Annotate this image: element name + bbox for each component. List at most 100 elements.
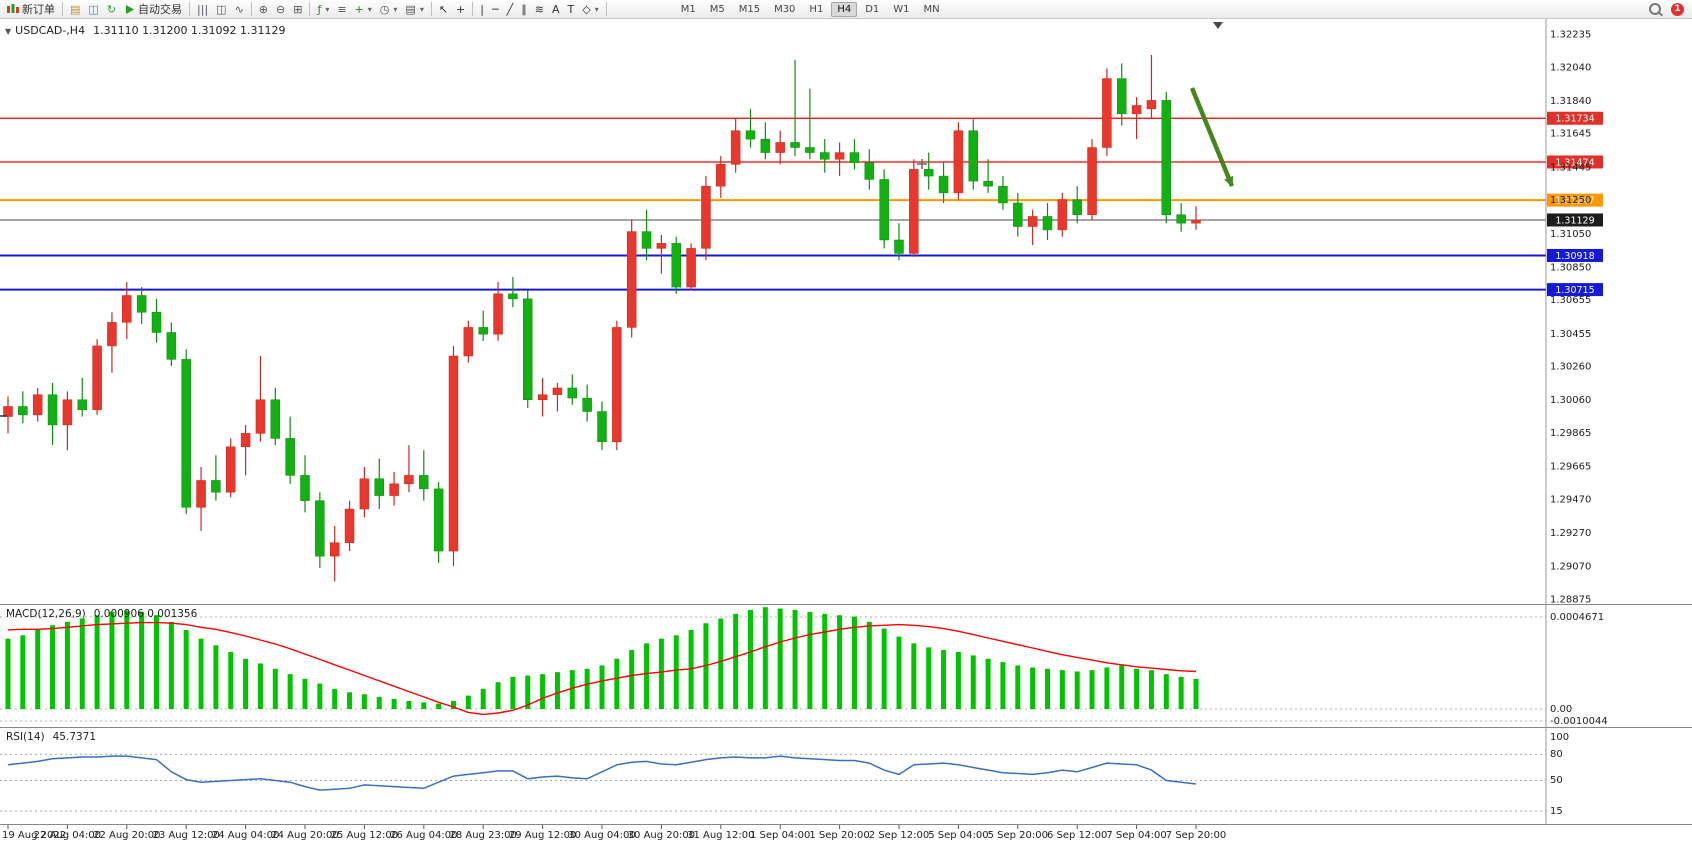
price-badge	[1547, 193, 1603, 207]
candle	[77, 399, 87, 411]
chart-menu-arrow-icon[interactable]: ▼	[5, 27, 12, 36]
candle	[537, 394, 548, 400]
candlestick-type-button[interactable]: ◫	[212, 1, 230, 18]
candlestick-type-icon: ◫	[216, 2, 227, 16]
horizontal-line-button[interactable]: ─	[488, 1, 503, 18]
vertical-line-icon: |	[480, 2, 484, 16]
macd-bar	[109, 611, 115, 709]
charts-profile-button[interactable]: ▤	[66, 1, 84, 18]
macd-bar	[658, 638, 664, 709]
macd-bar	[139, 611, 145, 709]
macd-bar	[510, 676, 516, 709]
candle	[359, 478, 370, 510]
price-badge-label: 1.31247	[1555, 196, 1594, 207]
candle	[211, 480, 221, 493]
price-axis-label: 1.32040	[1550, 62, 1591, 73]
fibonacci-button[interactable]: ≋	[531, 1, 548, 18]
refresh-button[interactable]: ↻	[103, 1, 120, 18]
rsi-value-label: 45.7371	[52, 731, 97, 743]
time-axis-label: 24 Aug 04:00	[212, 830, 279, 841]
macd-bar	[673, 635, 679, 709]
vertical-line-button[interactable]: |	[476, 1, 488, 18]
channel-icon: ∥	[521, 2, 527, 16]
timeframe-m15-button[interactable]: M15	[738, 3, 761, 15]
line-chart-type-icon: ∿	[234, 2, 244, 16]
dropdown-caret-icon: ▾	[594, 4, 599, 14]
candle	[968, 130, 978, 182]
bar-chart-type-icon: |||	[197, 2, 209, 16]
time-axis-label: 29 Aug 12:00	[509, 830, 576, 841]
timeframe-h4-button[interactable]: H4	[831, 1, 858, 17]
candle	[1027, 216, 1038, 227]
macd-bar	[822, 613, 828, 709]
price-axis-label: 1.30655	[1550, 295, 1591, 306]
trendline-button[interactable]: ╱	[503, 1, 518, 18]
macd-bar	[614, 658, 620, 709]
autotrading-button[interactable]: 自动交易	[120, 1, 186, 18]
timeframe-mn-button[interactable]: MN	[923, 3, 940, 15]
timeframe-h1-button[interactable]: H1	[809, 3, 824, 15]
timeframe-d1-button[interactable]: D1	[865, 3, 880, 15]
cursor-button[interactable]: ↖	[435, 1, 452, 18]
zoom-out-button[interactable]: ⊖	[272, 1, 289, 18]
price-badge-label: 1.31474	[1555, 157, 1594, 168]
macd-bar	[1119, 665, 1125, 709]
macd-bar	[733, 613, 739, 709]
timeframe-m5-button[interactable]: M5	[709, 3, 725, 15]
tile-windows-button[interactable]: ⊞	[289, 1, 306, 18]
indicators-icon: ƒ	[317, 2, 322, 16]
line-chart-type-button[interactable]: ∿	[231, 1, 248, 18]
channel-button[interactable]: ∥	[517, 1, 531, 18]
search-icon[interactable]	[1649, 3, 1661, 15]
add-indicator-button[interactable]: + ▾	[351, 1, 376, 18]
text-label-button[interactable]: T	[563, 1, 578, 18]
macd-bar	[168, 621, 174, 709]
macd-bar	[391, 698, 397, 709]
candle	[1176, 214, 1186, 224]
zoom-in-button[interactable]: ⊕	[255, 1, 272, 18]
macd-axis-label: 0.0004671	[1550, 612, 1604, 623]
macd-bar	[599, 665, 605, 709]
macd-bar	[94, 615, 100, 709]
toolbar-separator	[250, 2, 252, 16]
macd-bar	[896, 636, 902, 709]
new-order-button[interactable]: 新订单	[3, 1, 59, 18]
text-label-icon: T	[567, 2, 575, 16]
new-order-icon	[7, 3, 19, 15]
objects-list-button[interactable]: ≡	[333, 1, 350, 18]
market-watch-button[interactable]: ◫	[84, 1, 102, 18]
candle	[805, 147, 815, 153]
shapes-button[interactable]: ◇ ▾	[578, 1, 602, 18]
price-axis-label: 1.29270	[1550, 528, 1591, 539]
price-axis-label: 1.30455	[1550, 329, 1591, 340]
candle	[745, 130, 756, 140]
macd-bar	[213, 645, 219, 709]
crosshair-button[interactable]: +	[452, 1, 469, 18]
macd-bar	[154, 615, 159, 709]
timeframe-w1-button[interactable]: W1	[893, 3, 910, 15]
dropdown-caret-icon: ▾	[325, 4, 330, 14]
time-axis-label: 22 Aug 04:00	[34, 830, 101, 841]
timeframe-m30-button[interactable]: M30	[774, 3, 796, 15]
right-shift-marker[interactable]	[1213, 22, 1223, 29]
macd-bar	[421, 702, 427, 709]
time-axis-label: 7 Sep 04:00	[1106, 830, 1166, 841]
periods-icon: ◷	[379, 2, 390, 16]
text-button[interactable]: A	[548, 1, 564, 18]
timeframe-m1-button[interactable]: M1	[680, 3, 696, 15]
rsi-label: RSI(14) 45.7371	[6, 731, 96, 743]
macd-bar	[480, 688, 486, 709]
time-axis-label: 31 Aug 12:00	[687, 830, 754, 841]
annotation-arrow[interactable]	[1189, 87, 1235, 187]
templates-button[interactable]: ▤ ▾	[401, 1, 427, 18]
macd-bar	[584, 668, 590, 709]
bar-chart-type-button[interactable]: |||	[193, 1, 212, 18]
templates-icon: ▤	[405, 2, 416, 16]
periods-button[interactable]: ◷ ▾	[376, 1, 402, 18]
macd-bar	[257, 663, 263, 709]
indicators-button[interactable]: ƒ ▾	[313, 1, 333, 18]
rsi-axis-label: 50	[1550, 775, 1563, 786]
macd-bar	[926, 647, 932, 709]
notification-badge[interactable]: 1	[1671, 2, 1684, 16]
